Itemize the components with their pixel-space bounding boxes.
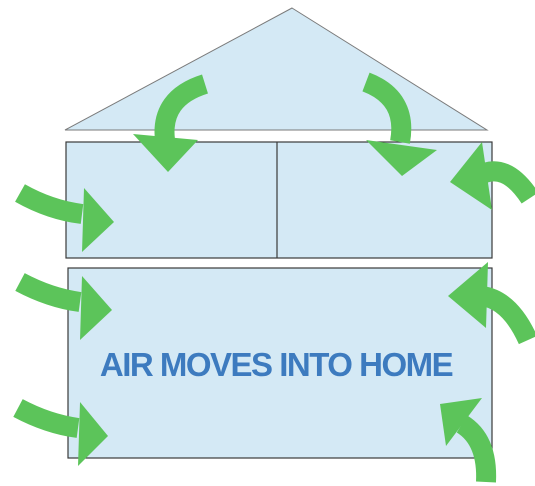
caption: AIR MOVES INTO HOME [100, 346, 453, 383]
roof [65, 8, 487, 130]
upper-floor [66, 142, 492, 258]
house-diagram: AIR MOVES INTO HOME [0, 0, 535, 486]
